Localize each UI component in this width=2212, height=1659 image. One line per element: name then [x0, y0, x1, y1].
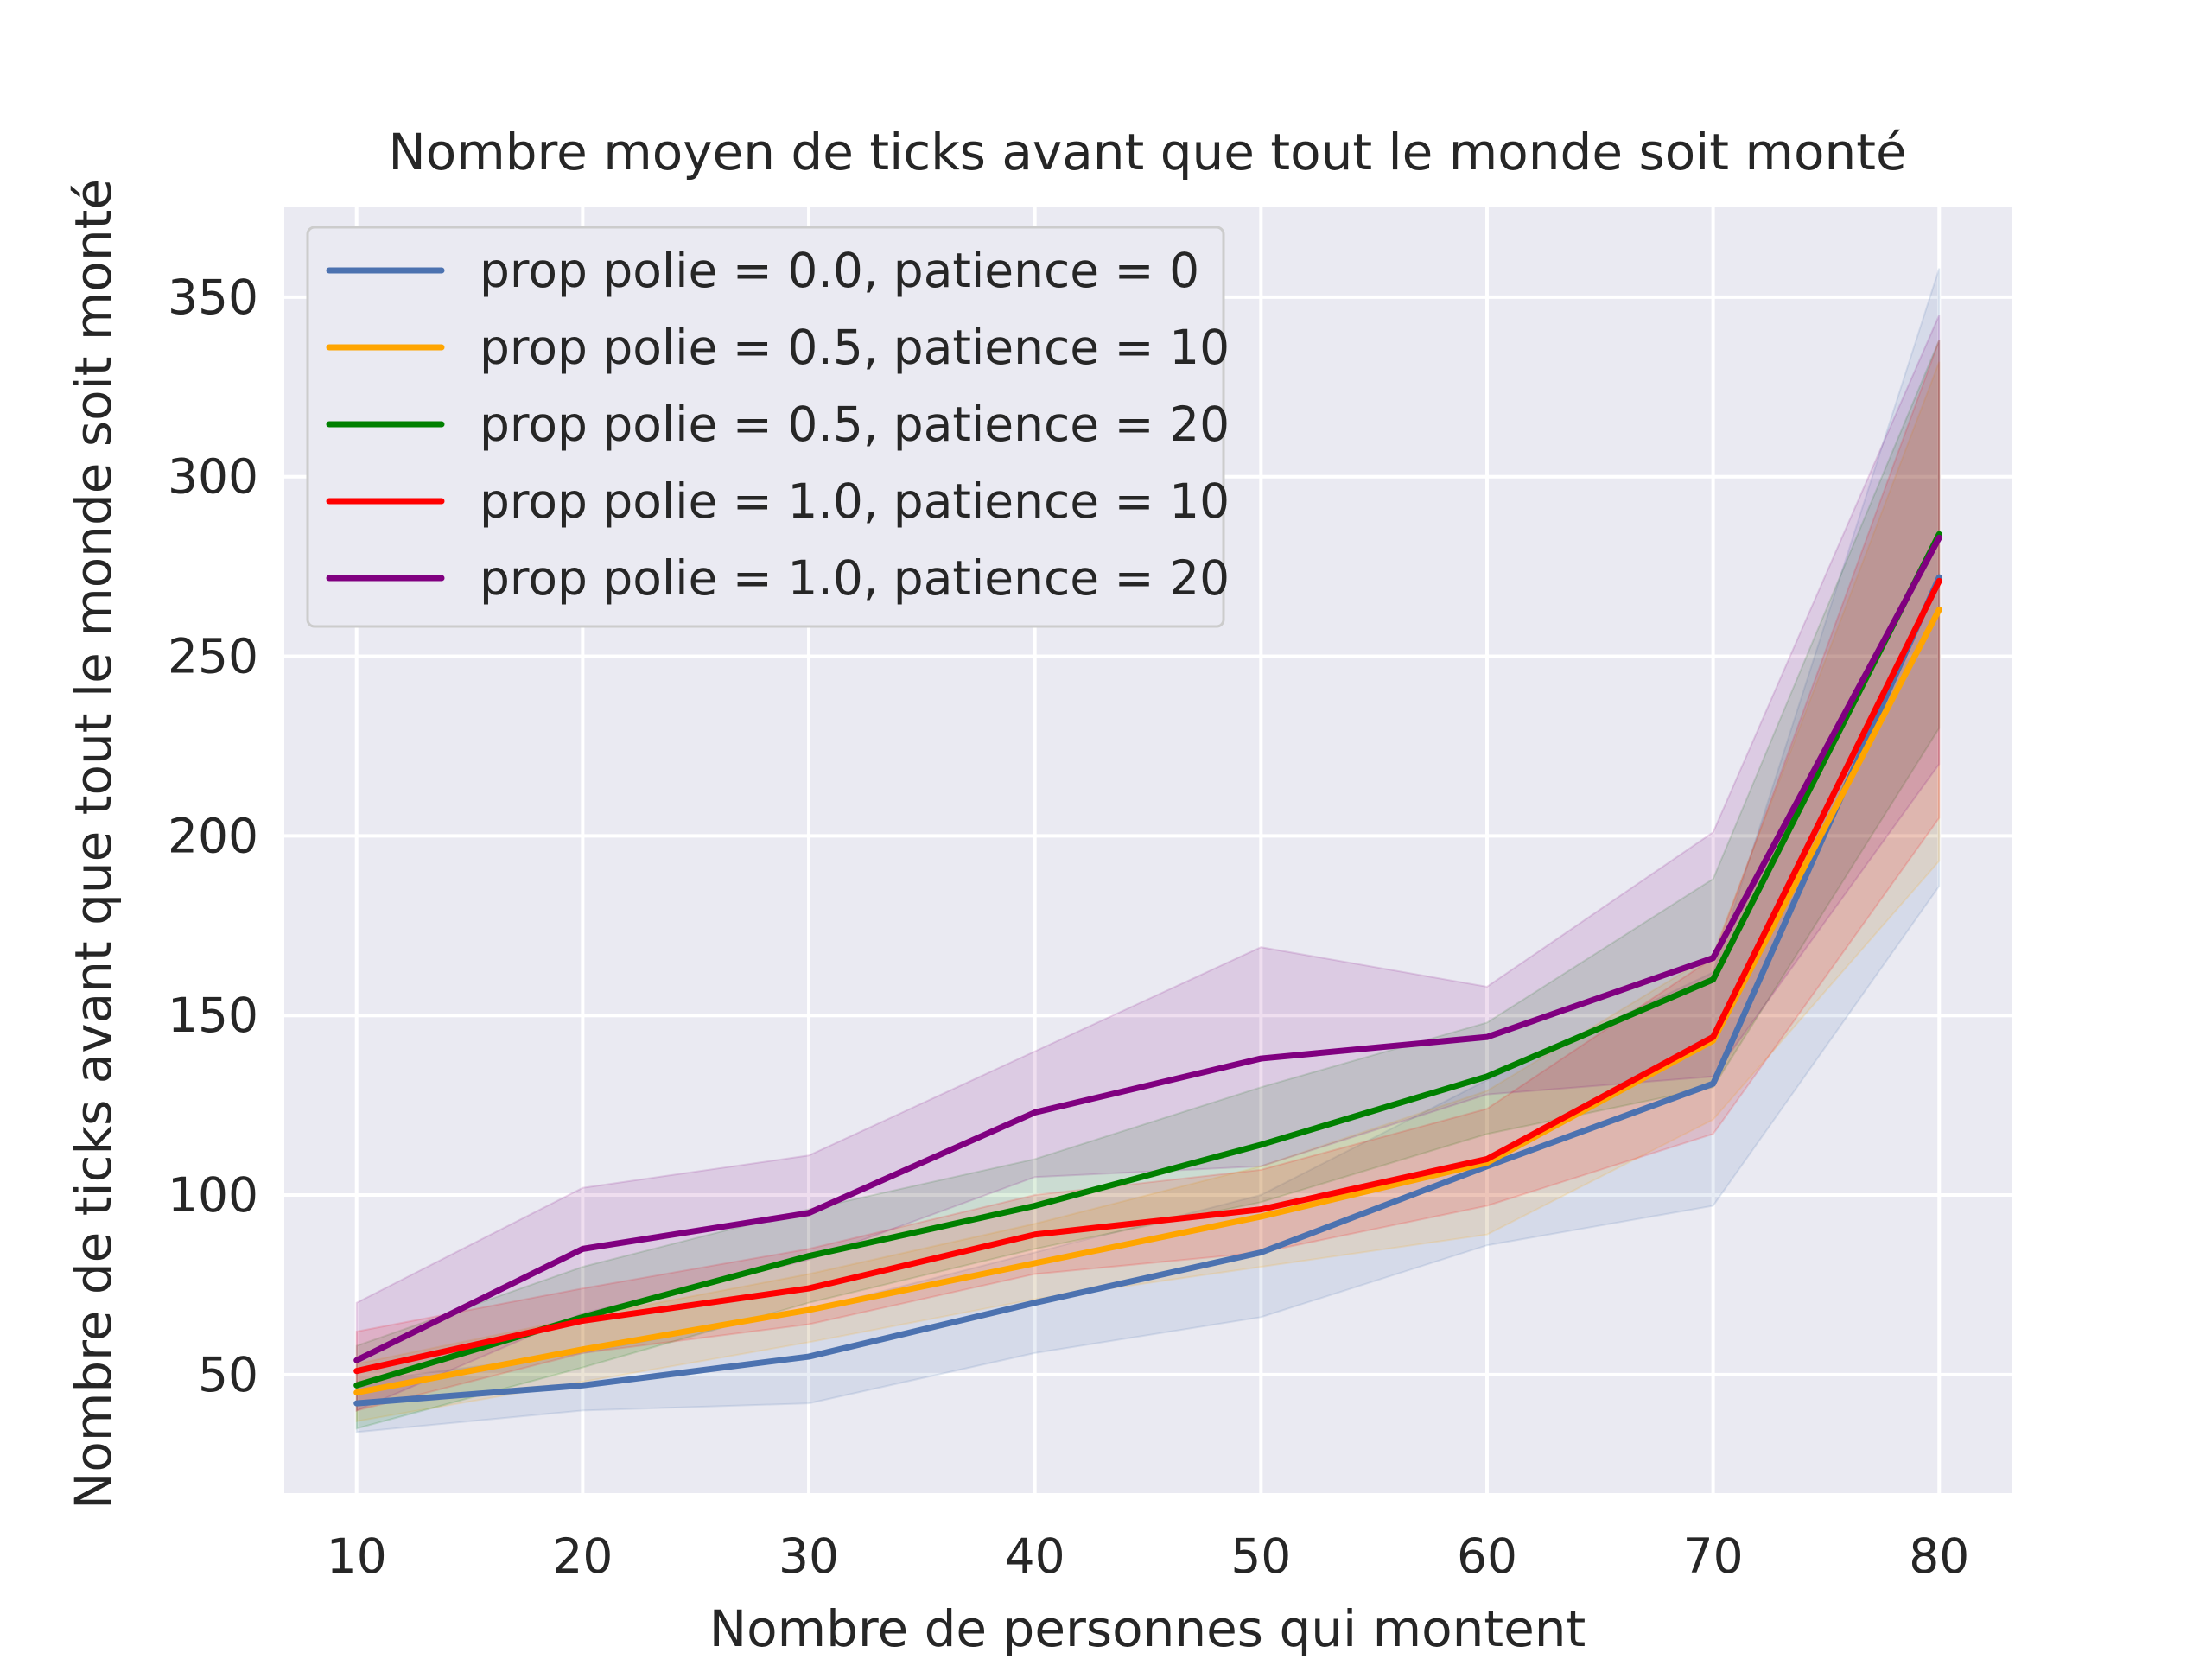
- chart-title: Nombre moyen de ticks avant que tout le …: [388, 123, 1906, 181]
- x-tick-label: 20: [552, 1529, 613, 1584]
- y-tick-label: 50: [198, 1347, 258, 1402]
- confidence-band: [355, 361, 1941, 1423]
- y-tick-label: 150: [168, 988, 258, 1043]
- series-line: [353, 574, 1942, 1407]
- y-axis-label: Nombre de ticks avant que tout le monde …: [64, 179, 123, 1510]
- y-tick-label: 250: [168, 629, 258, 684]
- legend-label: prop polie = 0.0, patience = 0: [480, 243, 1199, 298]
- y-tick-label: 350: [168, 270, 258, 325]
- x-tick-label: 30: [779, 1529, 839, 1584]
- legend: prop polie = 0.0, patience = 0 prop polie…: [306, 226, 1230, 628]
- x-tick-label: 40: [1005, 1529, 1065, 1584]
- y-tick-label: 200: [168, 808, 258, 863]
- y-tick-label: 100: [168, 1167, 258, 1223]
- series-line: [353, 534, 1942, 1363]
- series-lines: [353, 531, 1942, 1407]
- legend-label: prop polie = 1.0, patience = 10: [480, 474, 1230, 529]
- legend-label: prop polie = 1.0, patience = 20: [480, 550, 1230, 606]
- x-tick-label: 50: [1230, 1529, 1291, 1584]
- series-line: [353, 531, 1942, 1389]
- x-tick-label: 10: [327, 1529, 387, 1584]
- y-tick-label: 300: [168, 449, 258, 505]
- x-tick-labels: 10 20 30 40 50 60 70 80: [327, 1529, 1970, 1584]
- series-line: [353, 577, 1942, 1375]
- x-tick-label: 70: [1683, 1529, 1744, 1584]
- legend-label: prop polie = 0.5, patience = 20: [480, 397, 1230, 452]
- confidence-band: [355, 268, 1941, 1433]
- legend-box: [306, 226, 1225, 628]
- x-axis-label: Nombre de personnes qui montent: [709, 1599, 1586, 1658]
- x-tick-label: 80: [1909, 1529, 1969, 1584]
- y-tick-labels: 50 100 150 200 250 300 350: [168, 270, 258, 1402]
- series-line: [353, 607, 1942, 1396]
- x-tick-label: 60: [1457, 1529, 1517, 1584]
- legend-label: prop polie = 0.5, patience = 10: [480, 320, 1230, 375]
